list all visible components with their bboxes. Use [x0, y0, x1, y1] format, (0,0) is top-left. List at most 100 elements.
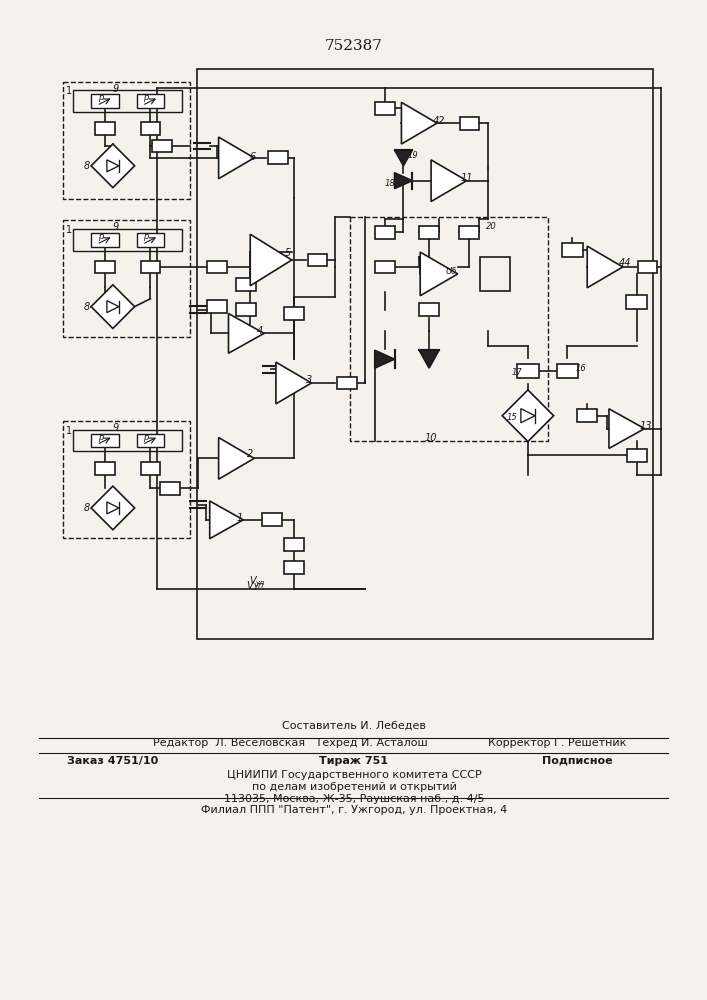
Text: 752387: 752387 [325, 39, 383, 53]
Bar [141, 122, 160, 135]
Bar [308, 254, 327, 266]
Polygon shape [521, 409, 535, 423]
Bar [638, 261, 658, 273]
Polygon shape [609, 409, 645, 448]
Text: 9: 9 [113, 84, 119, 94]
Bar [153, 140, 173, 152]
Text: p: p [144, 93, 149, 102]
Polygon shape [502, 390, 554, 441]
Text: 5: 5 [285, 248, 291, 258]
Polygon shape [107, 301, 119, 313]
Polygon shape [107, 502, 119, 514]
Text: 1: 1 [236, 513, 243, 523]
Text: 10: 10 [424, 433, 437, 443]
Text: Составитель И. Лебедев: Составитель И. Лебедев [282, 721, 426, 731]
Bar [556, 364, 578, 378]
Text: 1: 1 [66, 426, 73, 436]
Text: 17: 17 [511, 368, 522, 377]
Bar [95, 122, 115, 135]
Polygon shape [375, 350, 395, 368]
Text: ЦНИИПИ Государственного комитета СССР: ЦНИИПИ Государственного комитета СССР [227, 770, 481, 780]
Text: 8: 8 [83, 503, 90, 513]
Text: по делам изобретений и открытий: по делам изобретений и открытий [252, 782, 457, 792]
Text: 20: 20 [486, 222, 497, 231]
Polygon shape [276, 362, 312, 404]
Bar [206, 261, 226, 273]
Text: Филиал ППП "Патент", г. Ужгород, ул. Проектная, 4: Филиал ППП "Патент", г. Ужгород, ул. Про… [201, 805, 507, 815]
Bar [481, 257, 510, 291]
Bar [578, 409, 597, 422]
Text: V: V [246, 581, 253, 591]
Bar [459, 226, 479, 239]
Bar [136, 434, 164, 447]
Text: 8: 8 [83, 302, 90, 312]
Bar [64, 82, 190, 199]
Text: 44: 44 [619, 258, 631, 268]
Bar [517, 364, 539, 378]
Text: 3: 3 [305, 375, 312, 385]
Bar [141, 462, 160, 475]
Text: Подписное: Подписное [542, 756, 613, 766]
Bar [91, 94, 119, 108]
Bar [337, 377, 357, 389]
Text: p: p [144, 232, 149, 241]
Polygon shape [218, 137, 255, 179]
Bar [375, 102, 395, 115]
Text: 11: 11 [461, 173, 473, 183]
Polygon shape [419, 350, 439, 368]
Bar [141, 261, 160, 273]
Bar [64, 220, 190, 337]
Bar [419, 303, 439, 316]
Bar [284, 561, 303, 574]
Bar [91, 434, 119, 447]
Text: 16: 16 [575, 364, 586, 373]
Bar [160, 482, 180, 495]
Text: p: p [144, 433, 149, 442]
Polygon shape [431, 160, 467, 202]
Text: Uδ: Uδ [446, 267, 457, 276]
Bar [64, 421, 190, 538]
Bar [626, 295, 648, 309]
Bar [460, 117, 479, 130]
Polygon shape [395, 173, 412, 189]
Text: 19: 19 [407, 151, 418, 160]
Text: 113035, Москва, Ж-35, Раушская наб., д. 4/5: 113035, Москва, Ж-35, Раушская наб., д. … [223, 794, 484, 804]
Polygon shape [91, 144, 134, 188]
Polygon shape [228, 314, 264, 353]
Polygon shape [91, 285, 134, 328]
Polygon shape [250, 234, 292, 286]
Text: Заказ 4751/10: Заказ 4751/10 [67, 756, 158, 766]
Bar [74, 229, 182, 251]
Polygon shape [588, 246, 623, 288]
Text: $V_{уп}$: $V_{уп}$ [250, 575, 266, 589]
Polygon shape [420, 252, 457, 296]
Bar [236, 303, 256, 316]
Text: 15: 15 [506, 413, 517, 422]
Text: 13: 13 [640, 421, 652, 431]
Bar [236, 278, 256, 291]
Text: 1: 1 [66, 86, 73, 96]
Bar [375, 261, 395, 273]
Polygon shape [210, 501, 243, 539]
Polygon shape [395, 150, 412, 166]
Bar [91, 233, 119, 247]
Bar [350, 217, 548, 440]
Text: 2: 2 [247, 449, 254, 459]
Bar [268, 151, 288, 164]
Polygon shape [91, 486, 134, 530]
Text: 1: 1 [66, 225, 73, 235]
Text: Тираж 751: Тираж 751 [320, 756, 388, 766]
Text: 18: 18 [385, 179, 395, 188]
Bar [284, 307, 303, 320]
Text: p: p [98, 93, 103, 102]
Bar [419, 226, 439, 239]
Polygon shape [402, 102, 437, 144]
Text: p: p [98, 433, 103, 442]
Text: уп: уп [253, 581, 264, 590]
Polygon shape [218, 438, 255, 479]
Text: 4: 4 [257, 326, 264, 336]
Bar [206, 300, 226, 313]
Bar [95, 261, 115, 273]
Polygon shape [107, 160, 119, 172]
Bar [136, 233, 164, 247]
